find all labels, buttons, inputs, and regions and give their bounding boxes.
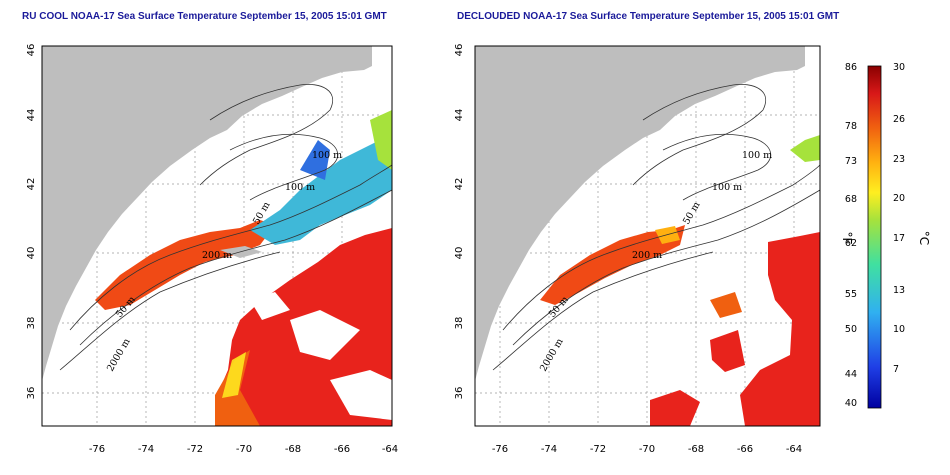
celsius-tick: 10 [893,324,905,335]
fahrenheit-tick: 40 [845,398,857,409]
y-tick: 36 [454,387,465,400]
contour-label-100m-a: 100 m [312,150,342,161]
celsius-tick: 20 [893,193,905,204]
temperature-colorbar: 86 78 73 68 62 55 50 44 40 30 26 23 20 1… [840,62,931,409]
y-tick: 38 [454,317,465,330]
celsius-tick: 26 [893,114,905,125]
left-y-ticks: 36 38 40 42 44 46 [26,44,37,400]
left-x-ticks: -76 -74 -72 -70 -68 -66 -64 [89,444,398,455]
fahrenheit-tick: 50 [845,324,857,335]
y-tick: 42 [454,178,465,191]
fahrenheit-tick: 73 [845,156,857,167]
contour-label-100m-b: 100 m [285,182,315,193]
x-tick: -64 [382,444,398,455]
y-tick: 46 [454,44,465,57]
x-tick: -74 [138,444,154,455]
x-tick: -68 [285,444,301,455]
y-tick: 46 [26,44,37,57]
celsius-ticks: 30 26 23 20 17 13 10 7 [893,62,905,375]
y-tick: 36 [26,387,37,400]
celsius-tick: 7 [893,364,899,375]
fahrenheit-tick: 44 [845,369,857,380]
x-tick: -72 [187,444,203,455]
fahrenheit-tick: 68 [845,194,857,205]
celsius-tick: 23 [893,154,905,165]
x-tick: -76 [89,444,105,455]
x-tick: -66 [737,444,753,455]
right-bathymetry-contours [492,84,820,371]
celsius-tick: 13 [893,285,905,296]
y-tick: 42 [26,178,37,191]
left-panel-title: RU COOL NOAA-17 Sea Surface Temperature … [22,11,387,22]
fahrenheit-tick: 86 [845,62,857,73]
right-y-ticks: 36 38 40 42 44 46 [454,44,465,400]
fahrenheit-unit-label: °F [840,232,854,245]
x-tick: -76 [492,444,508,455]
right-map-panel: 100 m 100 m 50 m 200 m 50 m 2000 m -76 -… [454,44,821,455]
celsius-tick: 30 [893,62,905,73]
right-x-ticks: -76 -74 -72 -70 -68 -66 -64 [492,444,802,455]
x-tick: -72 [590,444,606,455]
y-tick: 44 [26,109,37,122]
celsius-tick: 17 [893,233,905,244]
left-sst-cool [250,135,392,245]
y-tick: 40 [454,247,465,260]
x-tick: -70 [236,444,252,455]
colorbar-gradient [867,65,882,409]
y-tick: 40 [26,247,37,260]
contour-label-200m: 200 m [202,250,232,261]
contour-label-100m-b: 100 m [712,182,742,193]
y-tick: 44 [454,109,465,122]
fahrenheit-tick: 78 [845,121,857,132]
x-tick: -64 [786,444,802,455]
fahrenheit-ticks: 86 78 73 68 62 55 50 44 40 [845,62,857,409]
fahrenheit-tick: 62 [845,238,857,249]
left-bathymetry-contours [59,84,392,371]
right-sst-shelf [540,225,685,305]
x-tick: -66 [334,444,350,455]
contour-label-100m-a: 100 m [742,150,772,161]
x-tick: -70 [639,444,655,455]
celsius-unit-label: °C [917,231,931,245]
right-panel-title: DECLOUDED NOAA-17 Sea Surface Temperatur… [457,11,840,22]
left-map-panel: 100 m 100 m 50 m 200 m 50 m 2000 m -76 -… [26,44,398,455]
y-tick: 38 [26,317,37,330]
x-tick: -68 [688,444,704,455]
fahrenheit-tick: 55 [845,289,857,300]
contour-label-200m: 200 m [632,250,662,261]
x-tick: -74 [541,444,557,455]
left-sst-shelf [95,220,275,310]
right-sst-warm-east [740,232,820,426]
